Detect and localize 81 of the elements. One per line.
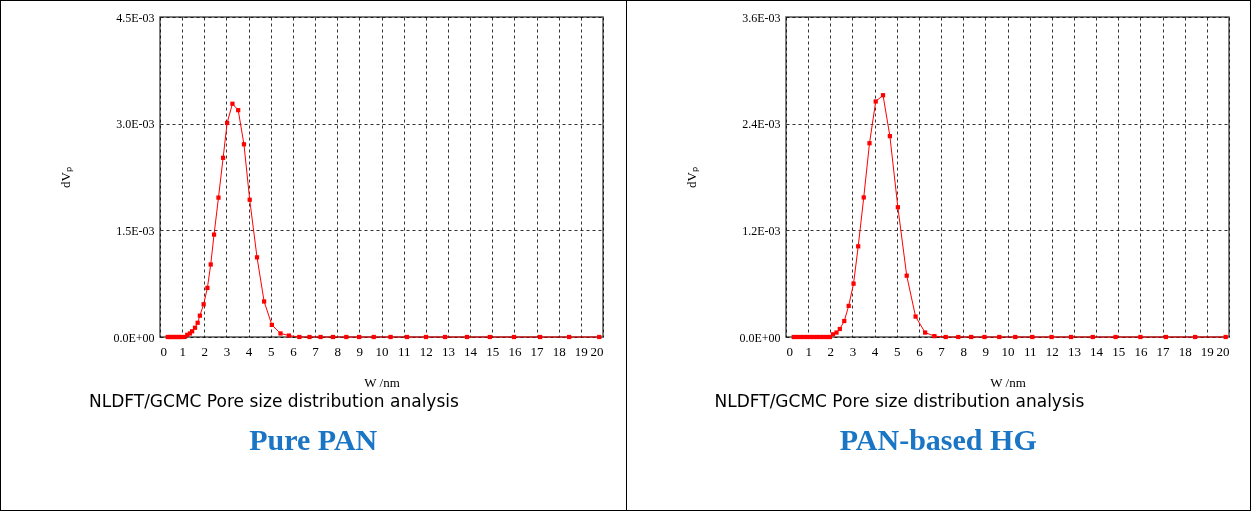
point [1137,334,1143,340]
x-tick-label: 8 [334,343,341,359]
point [216,195,221,200]
point [931,333,937,339]
x-tick-label: 16 [508,343,522,359]
point [307,334,312,340]
x-tick-label: 8 [959,343,967,359]
x-tick-label: 4 [245,343,253,359]
x-tick-label: 5 [893,343,900,359]
text: PAN-based HG [838,423,1038,457]
point [230,101,235,106]
point [286,333,292,338]
point [205,285,210,291]
point [261,299,267,304]
x-tick-label: 1 [804,343,812,359]
x-tick-label: 4 [871,343,879,359]
x-tick-label: 3 [849,343,856,359]
y-tick-label: 1.2E-03 [741,223,780,238]
x-tick-label: 17 [530,343,545,359]
x-tick-label: 7 [312,343,320,359]
y-tick-label: 0.0E+00 [113,330,155,345]
x-tick-label: 9 [356,343,364,359]
point [922,330,927,335]
y-tick-label: 3.6E-03 [741,10,780,25]
x-tick-label: 18 [552,343,566,359]
x-tick-label: 14 [1089,343,1104,359]
x-tick-label: 20 [590,343,604,359]
point [833,330,839,335]
y-axis-title: dVₚ [58,167,75,188]
x-tick-label: 17 [1156,343,1170,359]
y-tick-label: 4.5E-03 [116,10,155,25]
x-tick-label: 6 [915,343,923,359]
y-axis-title: dVₚ [683,167,700,188]
x-tick-label: 1 [179,343,186,359]
text: NLDFT/GCMC Pore size distribution analysis [713,391,1086,411]
point [873,99,878,104]
point [1048,334,1054,340]
x-tick-label: 2 [201,343,209,359]
x-tick-label: 9 [982,343,989,359]
x-tick-label: 14 [464,343,478,359]
point [211,232,217,237]
point [850,281,856,286]
x-tick-label: 13 [441,343,455,359]
text: Pure PAN [248,423,379,457]
x-tick-label: 13 [1067,343,1081,359]
x-tick-label: 19 [574,343,588,359]
x-tick-label: 12 [419,343,433,359]
x-tick-label: 0 [786,343,793,359]
x-tick-label: 20 [1216,343,1229,359]
y-tick-label: 2.4E-03 [741,117,780,132]
x-tick-label: 11 [1023,343,1036,359]
x-tick-label: 7 [937,343,945,359]
y-tick-label: 1.5E-03 [116,223,155,238]
text: NLDFT/GCMC Pore size distribution analysis [88,391,460,411]
y-tick-label: 0.0E+00 [738,330,780,345]
point [318,334,323,340]
x-axis-title: W /nm [364,374,400,390]
point [981,334,987,340]
point [388,334,393,340]
x-tick-label: 11 [397,343,411,359]
x-tick-label: 15 [486,343,500,359]
y-tick-label: 3.0E-03 [116,117,155,132]
x-tick-label: 18 [1178,343,1192,359]
x-tick-label: 5 [268,343,275,359]
x-tick-label: 10 [1001,343,1014,359]
x-axis-title: W /nm [989,374,1026,390]
x-tick-label: 6 [290,343,298,359]
point [861,195,866,200]
x-tick-label: 3 [223,343,231,359]
x-tick-label: 2 [827,343,834,359]
point [866,141,872,146]
x-tick-label: 12 [1045,343,1059,359]
x-tick-label: 15 [1111,343,1125,359]
x-tick-label: 0 [160,343,167,359]
x-tick-label: 16 [1133,343,1148,359]
point [208,262,213,267]
point [912,314,918,319]
x-tick-label: 10 [375,343,389,359]
point [1112,334,1118,340]
x-tick-label: 19 [1200,343,1214,359]
point [278,331,283,336]
